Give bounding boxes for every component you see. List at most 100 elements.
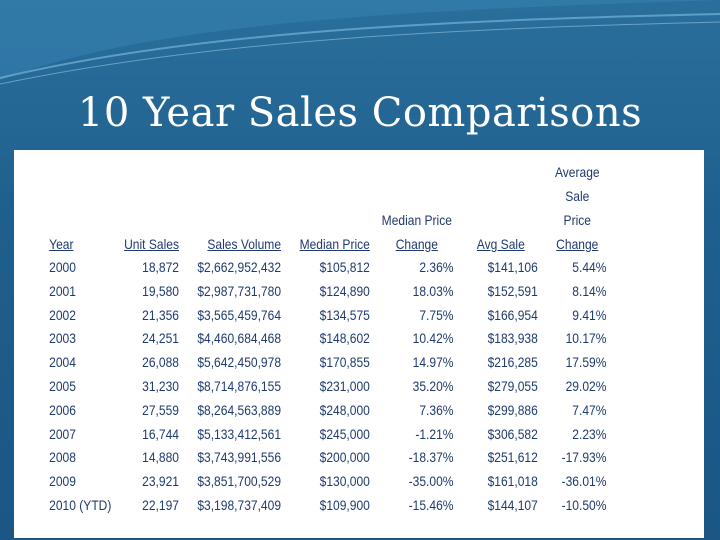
- cell-median-price-change: 10.42%: [412, 330, 454, 347]
- cell-avg-sale-price-change: 10.17%: [565, 330, 607, 347]
- cell-unit-sales: 24,251: [142, 330, 179, 347]
- cell-sales-volume: $5,642,450,978: [197, 354, 282, 371]
- cell-sales-volume: $3,851,700,529: [197, 473, 282, 490]
- cell-unit-sales: 26,088: [142, 354, 179, 371]
- cell-avg-sale: $161,018: [487, 473, 538, 490]
- cell-avg-sale: $216,285: [487, 354, 538, 371]
- table-row: 2010 (YTD) 22,197 $3,198,737,409 $109,900 -1…: [44, 494, 612, 518]
- cell-avg-sale-price-change: -36.01%: [561, 473, 607, 490]
- cell-avg-sale: $152,591: [487, 282, 538, 299]
- cell-avg-sale-price-change: 2.23%: [572, 425, 607, 442]
- header-sales-volume: Sales Volume: [207, 236, 282, 252]
- table-row: 2006 27,559 $8,264,563,889 $248,000 7.36% $29…: [44, 399, 612, 423]
- content-panel: Year Unit Sales Sales Volume Median Pric…: [14, 150, 704, 538]
- cell-avg-sale-price-change: 17.59%: [565, 354, 607, 371]
- cell-unit-sales: 22,197: [142, 496, 179, 513]
- slide-title: 10 Year Sales Comparisons: [77, 90, 643, 136]
- cell-avg-sale: $306,582: [487, 425, 538, 442]
- cell-median-price-change: -18.37%: [408, 449, 454, 466]
- cell-year: 2006: [49, 401, 76, 418]
- cell-median-price: $148,602: [319, 330, 370, 347]
- cell-year: 2003: [49, 330, 76, 347]
- cell-avg-sale-price-change: 5.44%: [572, 259, 607, 275]
- cell-median-price: $231,000: [319, 377, 370, 394]
- header-unit-sales: Unit Sales: [124, 236, 179, 252]
- cell-unit-sales: 16,744: [142, 425, 179, 442]
- cell-median-price: $200,000: [319, 449, 370, 466]
- sales-table: Year Unit Sales Sales Volume Median Pric…: [44, 160, 612, 518]
- cell-median-price-change: 2.36%: [419, 259, 454, 275]
- cell-median-price: $130,000: [319, 473, 370, 490]
- cell-median-price-change: -15.46%: [408, 496, 454, 513]
- cell-unit-sales: 23,921: [142, 473, 179, 490]
- table-row: 2003 24,251 $4,460,684,468 $148,602 10.42% $1…: [44, 327, 612, 351]
- table-row: 2008 14,880 $3,743,991,556 $200,000 -18.37% $…: [44, 446, 612, 470]
- cell-sales-volume: $5,133,412,561: [197, 425, 282, 442]
- cell-avg-sale-price-change: 7.47%: [572, 401, 607, 418]
- cell-avg-sale: $166,954: [487, 306, 538, 323]
- header-year: Year: [49, 236, 74, 252]
- cell-unit-sales: 18,872: [142, 259, 179, 275]
- cell-median-price-change: 7.75%: [419, 306, 454, 323]
- cell-unit-sales: 27,559: [142, 401, 179, 418]
- header-row: Year Unit Sales Sales Volume Median Pric…: [44, 160, 612, 256]
- cell-year: 2007: [49, 425, 76, 442]
- cell-year: 2008: [49, 449, 76, 466]
- cell-avg-sale-price-change: 9.41%: [572, 306, 607, 323]
- table-row: 2007 16,744 $5,133,412,561 $245,000 -1.21% $3…: [44, 423, 612, 447]
- cell-avg-sale-price-change: 29.02%: [565, 377, 607, 394]
- header-median-price-change: Median Price Change: [381, 212, 452, 252]
- cell-avg-sale-price-change: -17.93%: [561, 449, 607, 466]
- decorative-swoosh: [0, 0, 720, 85]
- cell-year: 2004: [49, 354, 76, 371]
- table-row: 2001 19,580 $2,987,731,780 $124,890 18.03% $1…: [44, 280, 612, 304]
- cell-unit-sales: 14,880: [142, 449, 179, 466]
- cell-avg-sale: $144,107: [487, 496, 538, 513]
- cell-year: 2001: [49, 282, 76, 299]
- header-median-price: Median Price: [299, 236, 370, 252]
- header-avg-sale: Avg Sale: [476, 236, 525, 252]
- cell-sales-volume: $2,987,731,780: [197, 282, 282, 299]
- cell-unit-sales: 31,230: [142, 377, 179, 394]
- cell-sales-volume: $3,198,737,409: [197, 496, 282, 513]
- cell-year: 2005: [49, 377, 76, 394]
- cell-unit-sales: 19,580: [142, 282, 179, 299]
- cell-sales-volume: $2,662,952,432: [197, 259, 282, 275]
- cell-median-price-change: 18.03%: [412, 282, 454, 299]
- cell-avg-sale: $141,106: [487, 259, 538, 275]
- cell-avg-sale: $299,886: [487, 401, 538, 418]
- table-row: 2005 31,230 $8,714,876,155 $231,000 35.20% $2…: [44, 375, 612, 399]
- cell-avg-sale: $251,612: [487, 449, 538, 466]
- cell-avg-sale: $183,938: [487, 330, 538, 347]
- cell-median-price-change: -35.00%: [408, 473, 454, 490]
- cell-sales-volume: $4,460,684,468: [197, 330, 282, 347]
- header-avg-sale-price-change: Average Sale Price Change: [554, 164, 600, 252]
- cell-median-price: $245,000: [319, 425, 370, 442]
- table-row: 2004 26,088 $5,642,450,978 $170,855 14.97% $2…: [44, 351, 612, 375]
- cell-avg-sale: $279,055: [487, 377, 538, 394]
- cell-sales-volume: $3,743,991,556: [197, 449, 282, 466]
- cell-unit-sales: 21,356: [142, 306, 179, 323]
- cell-median-price: $248,000: [319, 401, 370, 418]
- cell-year: 2002: [49, 306, 76, 323]
- cell-median-price-change: -1.21%: [415, 425, 454, 442]
- cell-avg-sale-price-change: 8.14%: [572, 282, 607, 299]
- cell-year: 2009: [49, 473, 76, 490]
- cell-year: 2000: [49, 259, 76, 275]
- cell-median-price-change: 14.97%: [412, 354, 454, 371]
- cell-sales-volume: $8,264,563,889: [197, 401, 282, 418]
- cell-sales-volume: $3,565,459,764: [197, 306, 282, 323]
- cell-year: 2010 (YTD): [49, 496, 112, 513]
- table-body: 2000 18,872 $2,662,952,432 $105,812 2.36% $14…: [44, 256, 612, 518]
- table-row: 2000 18,872 $2,662,952,432 $105,812 2.36% $14…: [44, 256, 612, 280]
- cell-avg-sale-price-change: -10.50%: [561, 496, 607, 513]
- table-row: 2009 23,921 $3,851,700,529 $130,000 -35.00% $…: [44, 470, 612, 494]
- cell-median-price-change: 7.36%: [419, 401, 454, 418]
- cell-median-price: $124,890: [319, 282, 370, 299]
- cell-median-price: $109,900: [319, 496, 370, 513]
- table-row: 2002 21,356 $3,565,459,764 $134,575 7.75% $16…: [44, 304, 612, 328]
- cell-median-price-change: 35.20%: [412, 377, 454, 394]
- cell-sales-volume: $8,714,876,155: [197, 377, 282, 394]
- cell-median-price: $170,855: [319, 354, 370, 371]
- cell-median-price: $105,812: [319, 259, 370, 275]
